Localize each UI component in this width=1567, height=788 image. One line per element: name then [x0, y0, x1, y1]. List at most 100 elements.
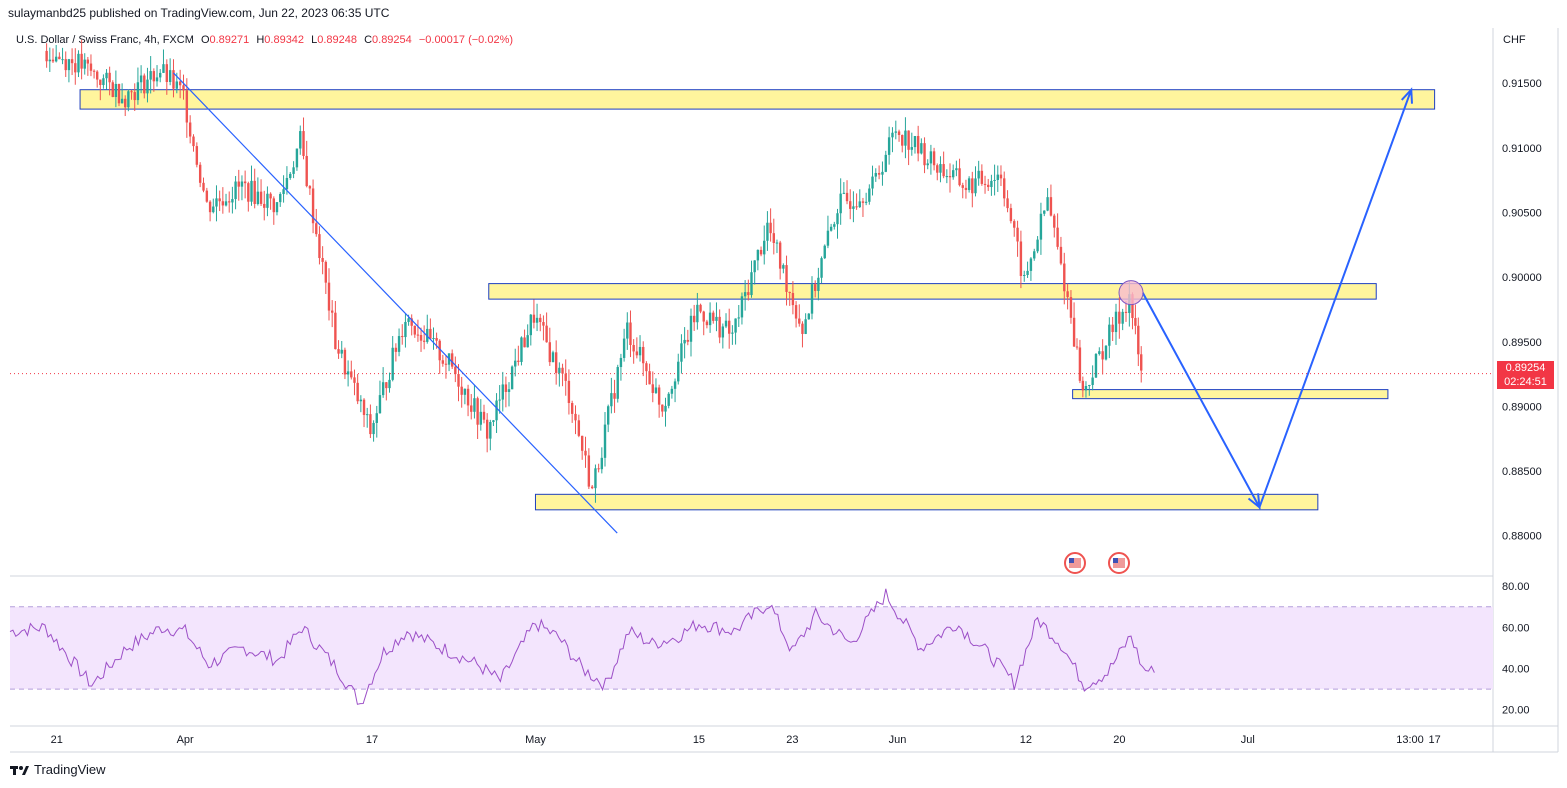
candle-body — [256, 191, 260, 204]
candle-body — [1069, 297, 1073, 318]
candle-body — [877, 173, 881, 175]
candle-body — [1016, 227, 1019, 242]
candle-body — [212, 206, 215, 213]
candle-body — [881, 171, 884, 175]
symbol-name[interactable]: U.S. Dollar / Swiss Franc, 4h, FXCM — [16, 34, 194, 46]
candle-body — [58, 56, 61, 60]
candle-body — [926, 163, 929, 166]
candle-body — [394, 347, 398, 352]
candle-body — [485, 419, 489, 439]
us-flag-event-icon[interactable] — [1064, 552, 1086, 574]
candle-body — [510, 366, 514, 390]
price-tick-label: 0.91500 — [1502, 78, 1542, 90]
candle-body — [945, 176, 949, 178]
candle-body — [1059, 246, 1063, 264]
candle-body — [279, 194, 282, 203]
candle-body — [756, 249, 760, 261]
rsi-axis-ticks: 80.00 60.00 40.00 20.00 — [1502, 581, 1530, 717]
time-tick-label: 15 — [693, 734, 705, 746]
candle-body — [1091, 377, 1094, 385]
candle-body — [734, 318, 737, 333]
rejection-highlight-circle — [1118, 280, 1144, 306]
candle-body — [977, 170, 980, 179]
candle-body — [162, 64, 165, 73]
candle-body — [1003, 178, 1006, 199]
candle-body — [542, 322, 545, 326]
candle-body — [920, 143, 923, 154]
candle-body — [507, 389, 511, 392]
candle-body — [70, 59, 74, 64]
candle-body — [324, 261, 328, 283]
candle-body — [964, 187, 968, 191]
candle-body — [826, 230, 830, 246]
candle-body — [567, 380, 571, 404]
high-value: 0.89342 — [264, 34, 305, 46]
candle-body — [498, 399, 501, 401]
candle-body — [470, 405, 473, 412]
candle-body — [95, 71, 99, 80]
candle-body — [1036, 239, 1039, 252]
candle-body — [381, 382, 385, 396]
candle-body — [798, 318, 801, 324]
candle-body — [1111, 324, 1114, 333]
tradingview-logo-icon — [10, 764, 30, 776]
candle-body — [48, 59, 52, 62]
time-tick-label: 12 — [1020, 734, 1032, 746]
candle-body — [570, 403, 574, 414]
time-tick-label: 23 — [786, 734, 798, 746]
candle-body — [616, 367, 619, 399]
candle-body — [864, 201, 868, 203]
candle-body — [619, 357, 623, 368]
candle-body — [692, 315, 696, 323]
candle-body — [785, 265, 788, 292]
candle-body — [529, 314, 533, 336]
candle-body — [645, 363, 648, 372]
open-label: O — [200, 34, 210, 46]
candle-body — [759, 249, 763, 255]
candle-body — [155, 77, 159, 82]
candle-body — [613, 393, 616, 399]
candle-body — [791, 292, 795, 306]
candle-body — [680, 343, 683, 362]
candle-body — [1131, 294, 1134, 319]
tradingview-brand[interactable]: TradingView — [10, 762, 106, 777]
us-flag-event-icon[interactable] — [1108, 552, 1130, 574]
time-tick-label: Apr — [177, 734, 194, 746]
candle-body — [958, 168, 961, 186]
candle-body — [999, 174, 1003, 179]
candle-body — [967, 178, 971, 191]
candle-body — [664, 405, 667, 412]
candle-body — [561, 367, 564, 374]
candle-body — [146, 79, 149, 94]
candle-body — [327, 282, 331, 311]
candle-body — [983, 183, 987, 185]
candle-body — [1124, 311, 1128, 314]
candle-body — [172, 70, 175, 89]
candle-body — [195, 146, 199, 165]
candle-body — [740, 296, 744, 318]
candle-body — [305, 155, 308, 187]
candle-body — [715, 316, 718, 321]
close-label: C — [364, 34, 373, 46]
candle-body — [388, 379, 391, 389]
symbol-legend: U.S. Dollar / Swiss Franc, 4h, FXCM O 0.8… — [16, 34, 513, 46]
projection-arrowhead-up — [1400, 87, 1413, 104]
candle-body — [996, 174, 999, 180]
candle-body — [185, 90, 189, 123]
candle-body — [610, 393, 613, 407]
candle-body — [677, 361, 680, 382]
candle-body — [858, 201, 861, 208]
candle-body — [794, 305, 798, 319]
candle-body — [891, 132, 894, 138]
candle-body — [407, 318, 410, 322]
candle-body — [99, 79, 102, 86]
candle-body — [315, 223, 318, 235]
candle-body — [64, 59, 67, 71]
change-value: −0.00017 (−0.02%) — [418, 34, 514, 46]
candle-body — [401, 336, 404, 338]
candle-body — [152, 71, 156, 82]
candle-body — [343, 349, 347, 375]
time-tick-label: 13:00 — [1396, 734, 1424, 746]
candle-body — [1056, 227, 1059, 247]
